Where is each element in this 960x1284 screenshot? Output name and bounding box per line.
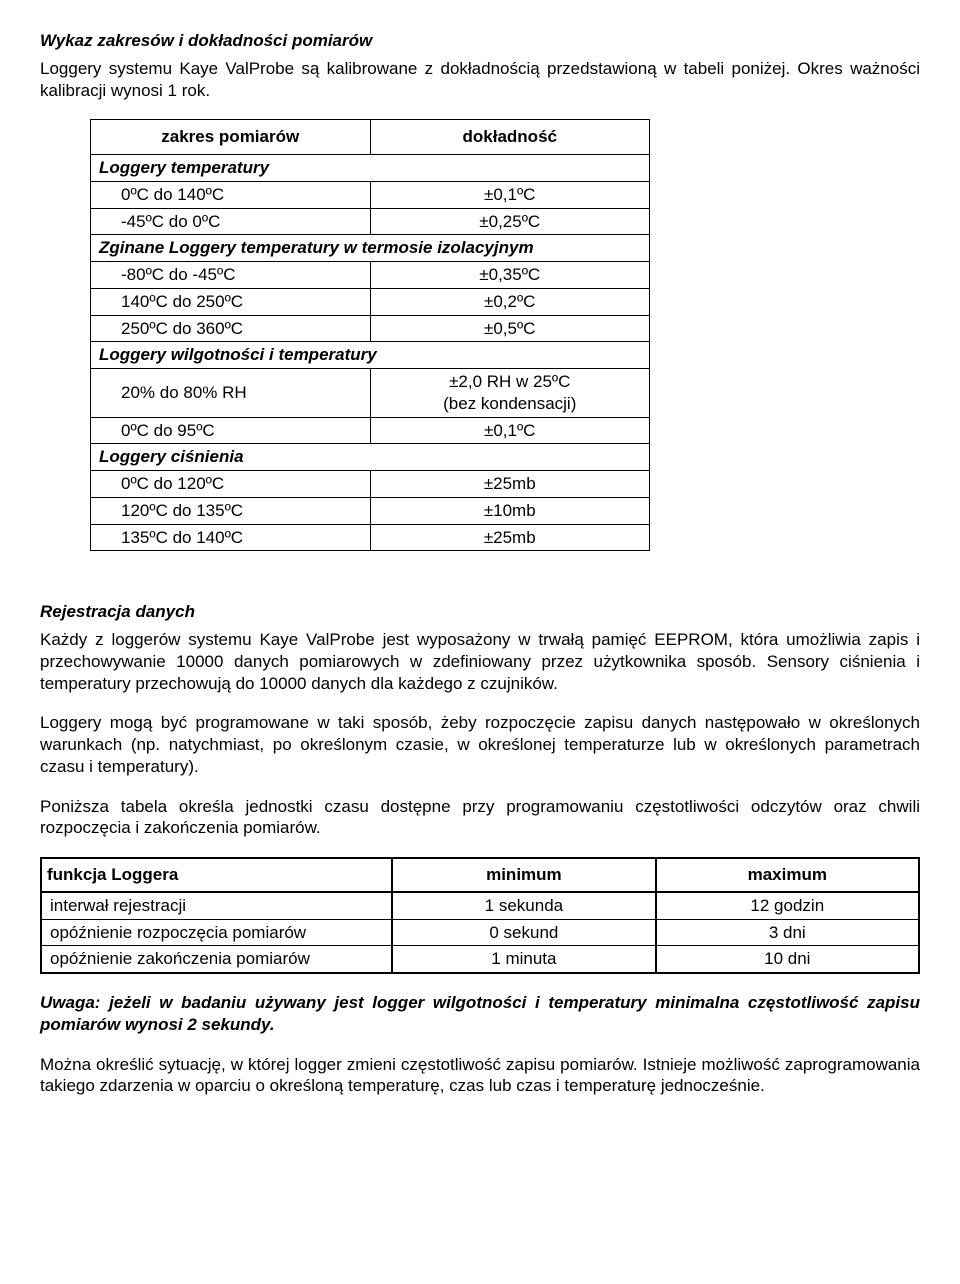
- t1-cell: 120ºC do 135ºC: [91, 497, 371, 524]
- t1-cell-line2: (bez kondensacji): [443, 394, 576, 413]
- t1-cell: -45ºC do 0ºC: [91, 208, 371, 235]
- t1-cell: 140ºC do 250ºC: [91, 288, 371, 315]
- t1-cell: 0ºC do 140ºC: [91, 181, 371, 208]
- t1-cell: ±2,0 RH w 25ºC (bez kondensacji): [370, 369, 650, 418]
- t1-cell: 250ºC do 360ºC: [91, 315, 371, 342]
- t1-cell: ±25mb: [370, 471, 650, 498]
- t2-cell: opóźnienie zakończenia pomiarów: [41, 946, 392, 973]
- t1-cell: 0ºC do 95ºC: [91, 417, 371, 444]
- t1-cell: ±0,1ºC: [370, 417, 650, 444]
- intro-1: Loggery systemu Kaye ValProbe są kalibro…: [40, 58, 920, 102]
- section-title-2: Rejestracja danych: [40, 601, 920, 623]
- t1-cell: ±0,2ºC: [370, 288, 650, 315]
- p-3-1: Można określić sytuację, w której logger…: [40, 1054, 920, 1098]
- t1-cell: 0ºC do 120ºC: [91, 471, 371, 498]
- t1-cell: ±10mb: [370, 497, 650, 524]
- t1-h2: dokładność: [370, 120, 650, 155]
- t2-cell: 10 dni: [656, 946, 919, 973]
- t2-h2: minimum: [392, 858, 655, 892]
- t1-cell: ±0,1ºC: [370, 181, 650, 208]
- t1-cell: 20% do 80% RH: [91, 369, 371, 418]
- p-2-1: Każdy z loggerów systemu Kaye ValProbe j…: [40, 629, 920, 694]
- t1-cell: ±25mb: [370, 524, 650, 551]
- t2-cell: 1 minuta: [392, 946, 655, 973]
- t2-cell: 12 godzin: [656, 892, 919, 919]
- t2-h3: maximum: [656, 858, 919, 892]
- t2-cell: 0 sekund: [392, 919, 655, 946]
- t1-cell: ±0,5ºC: [370, 315, 650, 342]
- t1-cell: ±0,35ºC: [370, 262, 650, 289]
- t1-cell: ±0,25ºC: [370, 208, 650, 235]
- t1-group-2: Zginane Loggery temperatury w termosie i…: [91, 235, 650, 262]
- t1-group-1: Loggery temperatury: [91, 155, 650, 182]
- accuracy-table: zakres pomiarów dokładność Loggery tempe…: [90, 119, 650, 551]
- t1-group-4: Loggery ciśnienia: [91, 444, 650, 471]
- t1-cell: -80ºC do -45ºC: [91, 262, 371, 289]
- t2-cell: interwał rejestracji: [41, 892, 392, 919]
- t2-cell: opóźnienie rozpoczęcia pomiarów: [41, 919, 392, 946]
- t1-h1: zakres pomiarów: [91, 120, 371, 155]
- t1-group-3: Loggery wilgotności i temperatury: [91, 342, 650, 369]
- p-2-3: Poniższa tabela określa jednostki czasu …: [40, 796, 920, 840]
- section-title-1: Wykaz zakresów i dokładności pomiarów: [40, 30, 920, 52]
- t1-cell-line1: ±2,0 RH w 25ºC: [449, 372, 570, 391]
- t2-h1: funkcja Loggera: [41, 858, 392, 892]
- t2-cell: 1 sekunda: [392, 892, 655, 919]
- note: Uwaga: jeżeli w badaniu używany jest log…: [40, 992, 920, 1036]
- t1-cell: 135ºC do 140ºC: [91, 524, 371, 551]
- p-2-2: Loggery mogą być programowane w taki spo…: [40, 712, 920, 777]
- timing-table: funkcja Loggera minimum maximum interwał…: [40, 857, 920, 974]
- t2-cell: 3 dni: [656, 919, 919, 946]
